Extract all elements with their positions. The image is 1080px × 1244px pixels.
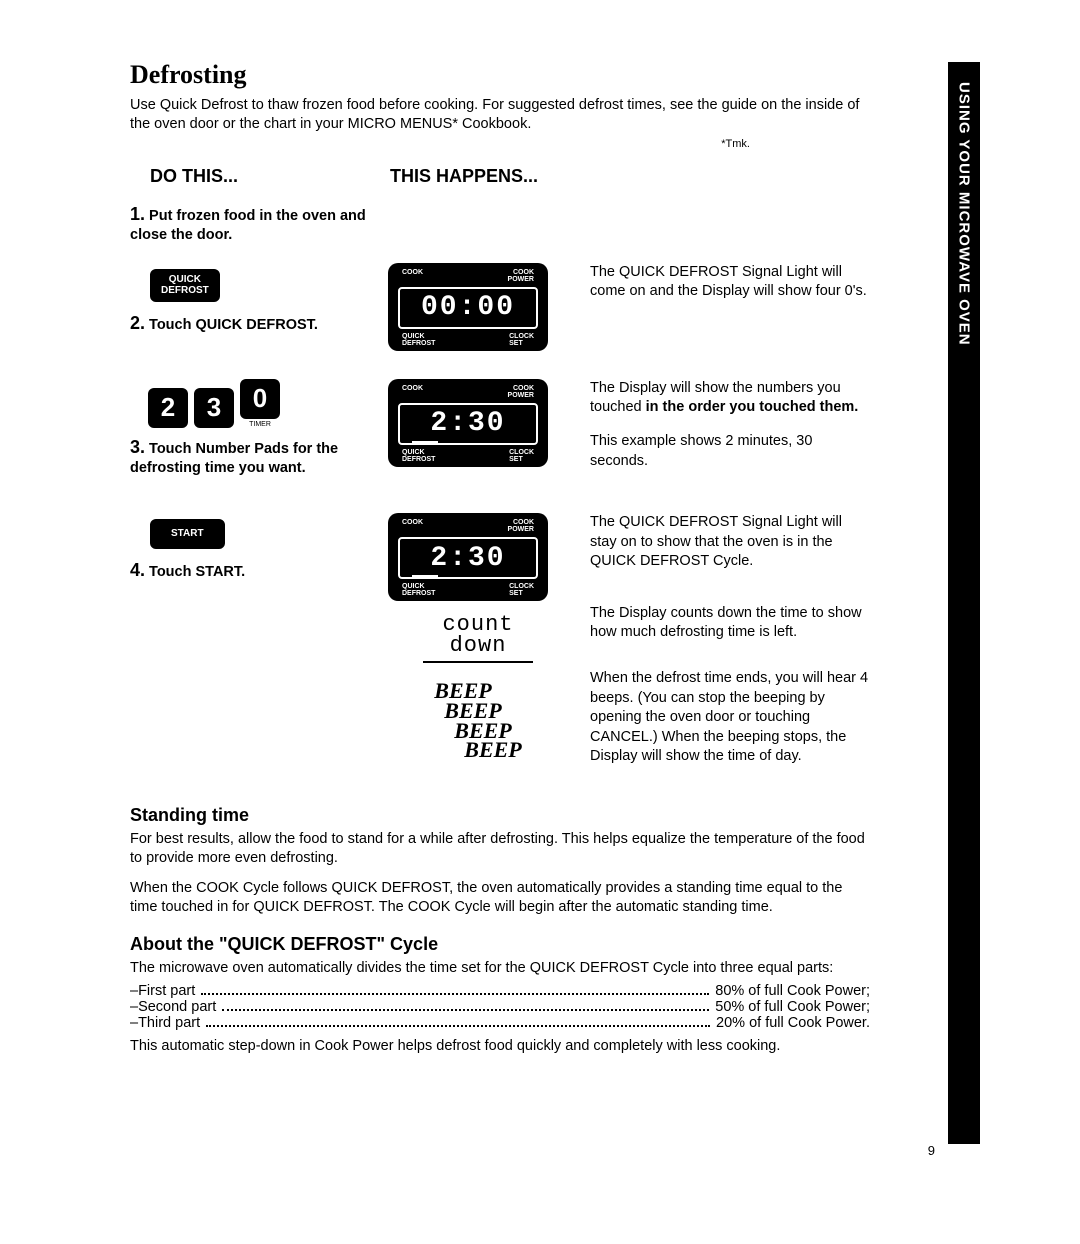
clock-set-label: CLOCK SET (509, 333, 534, 347)
standing-p1: For best results, allow the food to stan… (130, 830, 870, 869)
display-screen: 2:30 (398, 537, 538, 579)
step-result-2: This example shows 2 minutes, 30 seconds… (590, 432, 870, 471)
intro-text: Use Quick Defrost to thaw frozen food be… (130, 96, 870, 134)
about-intro: The microwave oven automatically divides… (130, 959, 870, 979)
page-number: 9 (928, 1143, 935, 1158)
step-1: 1. Put frozen food in the oven and close… (130, 203, 870, 245)
step-instruction: Touch QUICK DEFROST. (149, 317, 318, 333)
step-number: 3. (130, 437, 145, 457)
about-heading: About the "QUICK DEFROST" Cycle (130, 934, 870, 955)
clock-set-label: CLOCK SET (509, 449, 534, 463)
side-tab: USING YOUR MICROWAVE OVEN (948, 62, 980, 1144)
step-result-1: The Display will show the numbers you to… (590, 379, 870, 418)
quick-defrost-label: QUICK DEFROST (402, 333, 435, 347)
this-happens-header: THIS HAPPENS... (390, 166, 538, 187)
step-result-1: The QUICK DEFROST Signal Light will stay… (590, 513, 870, 572)
row-label: –First part (130, 983, 195, 999)
timer-sublabel: TIMER (240, 421, 280, 428)
page-title: Defrosting (130, 60, 870, 90)
power-row-3: –Third part 20% of full Cook Power. (130, 1015, 870, 1031)
display-panel: COOK COOK POWER 2:30 QUICK DEFROST CLOCK… (388, 513, 548, 601)
steps-list: 1. Put frozen food in the oven and close… (130, 203, 870, 781)
side-tab-text: USING YOUR MICROWAVE OVEN (956, 82, 973, 346)
row-value: 80% of full Cook Power; (715, 983, 870, 999)
display-panel: COOK COOK POWER 2:30 QUICK DEFROST CLOCK… (388, 379, 548, 467)
step-instruction: Touch Number Pads for the defrosting tim… (130, 441, 338, 476)
row-value: 50% of full Cook Power; (715, 999, 870, 1015)
cook-power-label: COOK POWER (508, 519, 534, 533)
standing-p2: When the COOK Cycle follows QUICK DEFROS… (130, 879, 870, 918)
step-number: 2. (130, 313, 145, 333)
quick-defrost-button: QUICK DEFROST (150, 269, 220, 302)
dotted-leader (222, 1002, 709, 1011)
page-content: Defrosting Use Quick Defrost to thaw fro… (130, 60, 870, 1056)
display-screen: 00:00 (398, 287, 538, 329)
cook-label: COOK (402, 269, 423, 283)
about-outro: This automatic step-down in Cook Power h… (130, 1037, 870, 1057)
step-number: 1. (130, 204, 145, 224)
step-4: START 4. Touch START. COOK COOK POWER 2:… (130, 513, 870, 781)
button-line-2: DEFROST (161, 285, 209, 297)
display-panel: COOK COOK POWER 00:00 QUICK DEFROST CLOC… (388, 263, 548, 351)
step-number: 4. (130, 560, 145, 580)
step-result: The QUICK DEFROST Signal Light will come… (590, 263, 870, 302)
display-readout: 2:30 (430, 543, 505, 574)
cook-power-label: COOK POWER (508, 385, 534, 399)
step-2: QUICK DEFROST 2. Touch QUICK DEFROST. CO… (130, 263, 870, 351)
standing-time-heading: Standing time (130, 805, 870, 826)
display-readout: 2:30 (430, 408, 505, 439)
dotted-leader (201, 986, 709, 995)
button-line-1: QUICK (161, 274, 209, 286)
indicator-underline (412, 441, 438, 443)
step-instruction: Put frozen food in the oven and close th… (130, 208, 366, 243)
do-this-header: DO THIS... (150, 166, 390, 187)
start-button: START (150, 519, 225, 549)
row-value: 20% of full Cook Power. (716, 1015, 870, 1031)
display-readout: 00:00 (421, 292, 515, 323)
trademark-note: *Tmk. (130, 138, 870, 150)
keypad-2: 2 (148, 388, 188, 428)
keypad-row: 2 3 0 TIMER (148, 379, 388, 428)
beep-graphic: BEEP BEEP BEEP BEEP (388, 681, 568, 760)
step-result-2: The Display counts down the time to show… (590, 604, 870, 643)
clock-set-label: CLOCK SET (509, 583, 534, 597)
countdown-graphic: count down (388, 615, 568, 657)
indicator-underline (412, 575, 438, 577)
quick-defrost-label: QUICK DEFROST (402, 449, 435, 463)
keypad-0: 0 (240, 379, 280, 419)
step-3: 2 3 0 TIMER 3. Touch Number Pads for the… (130, 379, 870, 485)
step-result-3: When the defrost time ends, you will hea… (590, 669, 870, 767)
power-row-1: –First part 80% of full Cook Power; (130, 983, 870, 999)
quick-defrost-label: QUICK DEFROST (402, 583, 435, 597)
column-headers: DO THIS... THIS HAPPENS... (150, 166, 870, 187)
cook-power-label: COOK POWER (508, 269, 534, 283)
power-row-2: –Second part 50% of full Cook Power; (130, 999, 870, 1015)
keypad-3: 3 (194, 388, 234, 428)
display-screen: 2:30 (398, 403, 538, 445)
row-label: –Second part (130, 999, 216, 1015)
cook-label: COOK (402, 519, 423, 533)
step-instruction: Touch START. (149, 564, 245, 580)
cook-label: COOK (402, 385, 423, 399)
countdown-underline (423, 661, 533, 663)
dotted-leader (206, 1018, 710, 1027)
row-label: –Third part (130, 1015, 200, 1031)
